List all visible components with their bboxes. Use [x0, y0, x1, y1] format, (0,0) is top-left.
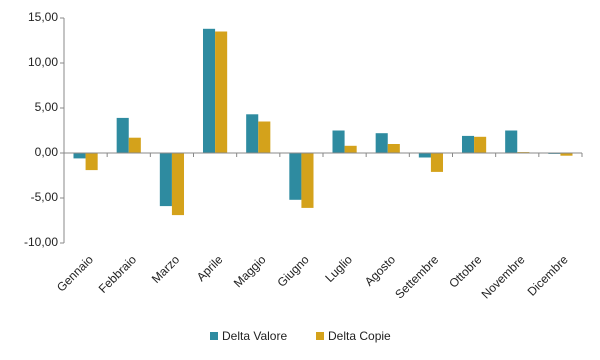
x-tick-label: Giugno: [275, 252, 312, 289]
bar: [246, 114, 259, 153]
bar: [375, 133, 388, 153]
y-tick-label: -10,00: [24, 235, 58, 249]
x-tick-label: Febbraio: [96, 252, 140, 296]
y-tick-label: -5,00: [31, 190, 59, 204]
bar: [73, 153, 86, 159]
x-tick-label: Gennaio: [54, 252, 96, 294]
x-tick-label: Dicembre: [525, 252, 571, 298]
x-tick-label: Ottobre: [446, 252, 484, 290]
bar: [301, 153, 314, 208]
bar: [461, 135, 475, 153]
legend-swatch: [210, 332, 218, 340]
bar: [159, 153, 172, 207]
bar: [560, 153, 573, 156]
bar: [128, 137, 141, 153]
bar: [418, 153, 431, 158]
bar: [289, 153, 302, 200]
bar: [387, 144, 400, 153]
y-tick-label: 5,00: [35, 100, 59, 114]
y-tick-label: 10,00: [28, 55, 58, 69]
bar: [258, 121, 271, 153]
bar: [474, 136, 487, 153]
bar: [215, 31, 228, 153]
bar: [116, 117, 129, 153]
legend-label: Delta Copie: [328, 329, 391, 343]
bar: [344, 145, 357, 153]
y-tick-label: 0,00: [35, 145, 59, 159]
x-tick-label: Aprile: [194, 252, 226, 284]
x-tick-label: Agosto: [362, 252, 399, 289]
x-tick-label: Marzo: [149, 252, 183, 286]
x-tick-label: Maggio: [231, 252, 269, 290]
y-tick-label: 15,00: [28, 10, 58, 24]
x-tick-label: Luglio: [322, 252, 355, 285]
legend-swatch: [316, 332, 324, 340]
bar: [85, 153, 98, 171]
bar: [202, 28, 216, 153]
bar: [171, 153, 185, 216]
bar: [332, 130, 345, 153]
x-tick-label: Settembre: [392, 252, 441, 301]
x-tick-label: Novembre: [479, 252, 528, 301]
bar: [505, 130, 518, 153]
legend-label: Delta Valore: [222, 329, 287, 343]
bar: [430, 153, 444, 172]
